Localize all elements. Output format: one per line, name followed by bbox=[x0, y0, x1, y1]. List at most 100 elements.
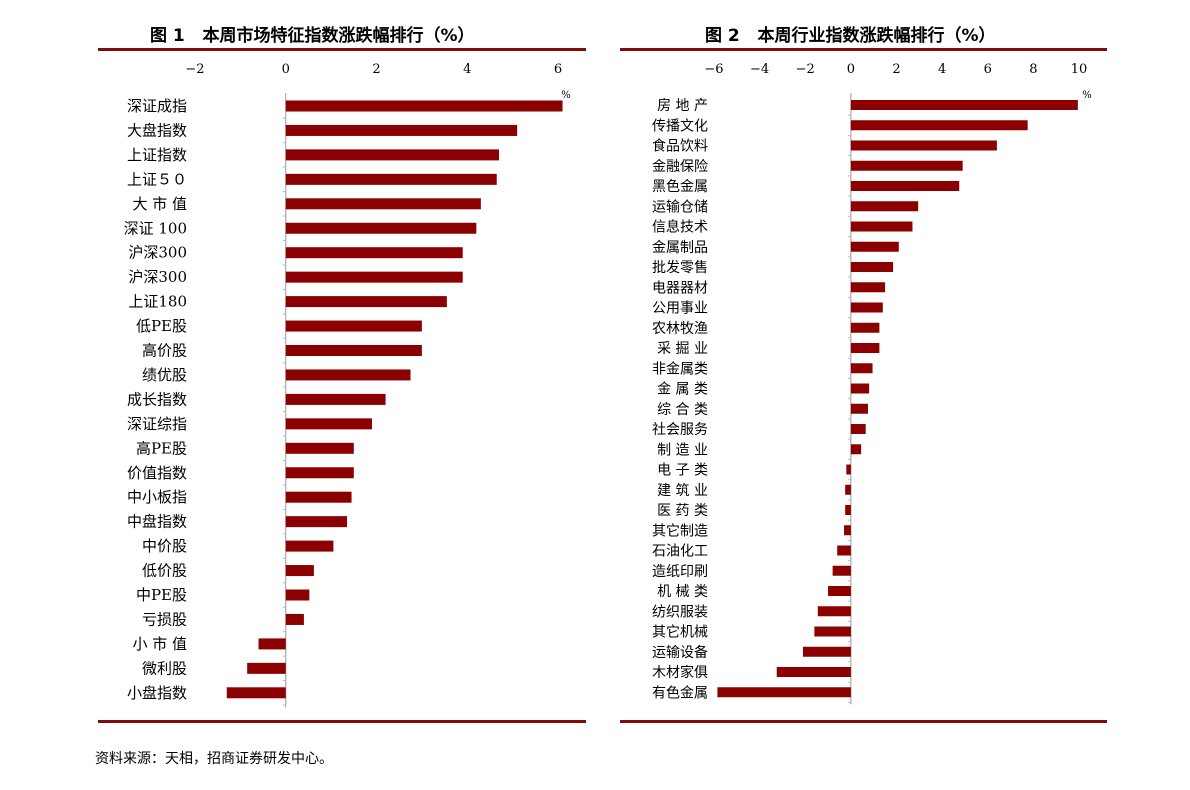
bar bbox=[285, 613, 304, 625]
category-label: 小盘指数 bbox=[127, 684, 187, 702]
bar bbox=[850, 100, 1078, 110]
bar bbox=[285, 589, 310, 601]
category-label: 深证综指 bbox=[127, 415, 187, 433]
category-label: 上证５０ bbox=[127, 170, 187, 188]
bar bbox=[285, 565, 314, 577]
category-label: 综 合 类 bbox=[657, 402, 708, 418]
bar bbox=[850, 262, 894, 272]
category-label: 黑色金属 bbox=[652, 178, 708, 195]
bar bbox=[850, 444, 862, 455]
bar bbox=[850, 120, 1028, 131]
bar bbox=[285, 491, 352, 503]
bar bbox=[285, 149, 500, 161]
chart-title-1: 图 1 本周市场特征指数涨跌幅排行（%） bbox=[150, 22, 475, 50]
category-label: 微利股 bbox=[142, 659, 187, 677]
x-tick-label: −4 bbox=[750, 62, 769, 77]
bar bbox=[844, 525, 851, 536]
x-tick-label: −2 bbox=[796, 62, 815, 77]
category-label: 亏损股 bbox=[142, 610, 187, 628]
bottom-rule-1 bbox=[98, 720, 586, 723]
category-label: 非金属类 bbox=[652, 361, 708, 377]
category-label: 农林牧渔 bbox=[652, 321, 708, 337]
bar bbox=[817, 606, 851, 617]
category-label: 食品饮料 bbox=[652, 138, 708, 155]
bar bbox=[285, 222, 477, 234]
bar bbox=[285, 418, 372, 430]
category-label: 电器器材 bbox=[652, 280, 708, 296]
category-label: 深证成指 bbox=[127, 97, 187, 115]
category-label: 价值指数 bbox=[127, 464, 187, 482]
category-label: 运输仓储 bbox=[652, 199, 708, 215]
category-label: 房 地 产 bbox=[657, 98, 708, 114]
category-label: 其它机械 bbox=[652, 624, 708, 641]
category-label: 中价股 bbox=[142, 537, 187, 555]
category-label: 信息技术 bbox=[652, 219, 708, 236]
category-label: 石油化工 bbox=[652, 544, 708, 560]
bar bbox=[850, 181, 960, 191]
category-label: 沪深300 bbox=[128, 244, 187, 262]
x-tick-label: 8 bbox=[1029, 62, 1037, 77]
title-rule-2 bbox=[620, 48, 1107, 51]
bar bbox=[850, 201, 919, 212]
figure-title-1: 本周市场特征指数涨跌幅排行（%） bbox=[202, 26, 475, 46]
bar bbox=[285, 100, 563, 112]
category-label: 运输设备 bbox=[652, 644, 708, 661]
bar bbox=[285, 296, 447, 308]
bar bbox=[850, 363, 873, 374]
x-tick-label: 6 bbox=[554, 62, 562, 77]
bar bbox=[832, 565, 851, 576]
category-label: 沪深300 bbox=[128, 268, 187, 286]
category-label: 医 药 类 bbox=[657, 503, 708, 519]
category-label: 深证 100 bbox=[124, 219, 187, 237]
x-tick-label: −6 bbox=[704, 62, 723, 77]
category-label: 绩优股 bbox=[142, 366, 187, 384]
category-label: 大 市 值 bbox=[132, 195, 187, 213]
x-tick-label: 6 bbox=[984, 62, 992, 77]
bar bbox=[850, 160, 963, 171]
bar bbox=[850, 424, 866, 434]
category-label: 采 掘 业 bbox=[657, 341, 708, 357]
bar bbox=[850, 383, 870, 394]
bar bbox=[845, 505, 851, 515]
bar bbox=[850, 322, 880, 333]
bottom-rule-2 bbox=[620, 720, 1107, 723]
figure-title-2: 本周行业指数涨跌幅排行（%） bbox=[757, 26, 996, 46]
category-label: 社会服务 bbox=[652, 422, 708, 438]
category-label: 传播文化 bbox=[652, 118, 708, 134]
category-label: 中小板指 bbox=[127, 488, 187, 506]
category-label: 制 造 业 bbox=[657, 442, 708, 458]
bar bbox=[850, 403, 868, 414]
x-tick-label: 4 bbox=[463, 62, 471, 77]
bar bbox=[776, 667, 851, 677]
category-label: 小 市 值 bbox=[132, 635, 187, 653]
bar bbox=[802, 646, 851, 657]
bar bbox=[285, 369, 411, 381]
figure-label-1: 图 1 bbox=[150, 26, 185, 46]
category-label: 建 筑 业 bbox=[657, 483, 708, 499]
category-label: 公用事业 bbox=[652, 301, 708, 317]
category-label: 中盘指数 bbox=[127, 513, 187, 531]
category-label: 有色金属 bbox=[652, 684, 708, 701]
bar bbox=[828, 586, 851, 596]
bar bbox=[258, 638, 286, 650]
bar bbox=[247, 662, 286, 674]
bar bbox=[226, 687, 286, 699]
category-label: 低价股 bbox=[142, 562, 187, 580]
category-label: 高价股 bbox=[142, 342, 187, 360]
bar bbox=[285, 442, 354, 454]
category-label: 木材家俱 bbox=[652, 664, 708, 681]
bar bbox=[850, 221, 913, 232]
bar bbox=[285, 271, 463, 283]
unit-label: % bbox=[561, 90, 571, 101]
bar bbox=[285, 320, 422, 332]
bar bbox=[285, 247, 463, 259]
source-note: 资料来源：天相，招商证券研发中心。 bbox=[95, 751, 333, 767]
category-label: 上证指数 bbox=[127, 146, 187, 164]
x-tick-label: 2 bbox=[372, 62, 380, 77]
bar bbox=[845, 484, 851, 495]
bar bbox=[285, 198, 481, 210]
bar bbox=[285, 173, 497, 185]
figure-label-2: 图 2 bbox=[705, 26, 740, 46]
unit-label: % bbox=[1082, 90, 1092, 101]
